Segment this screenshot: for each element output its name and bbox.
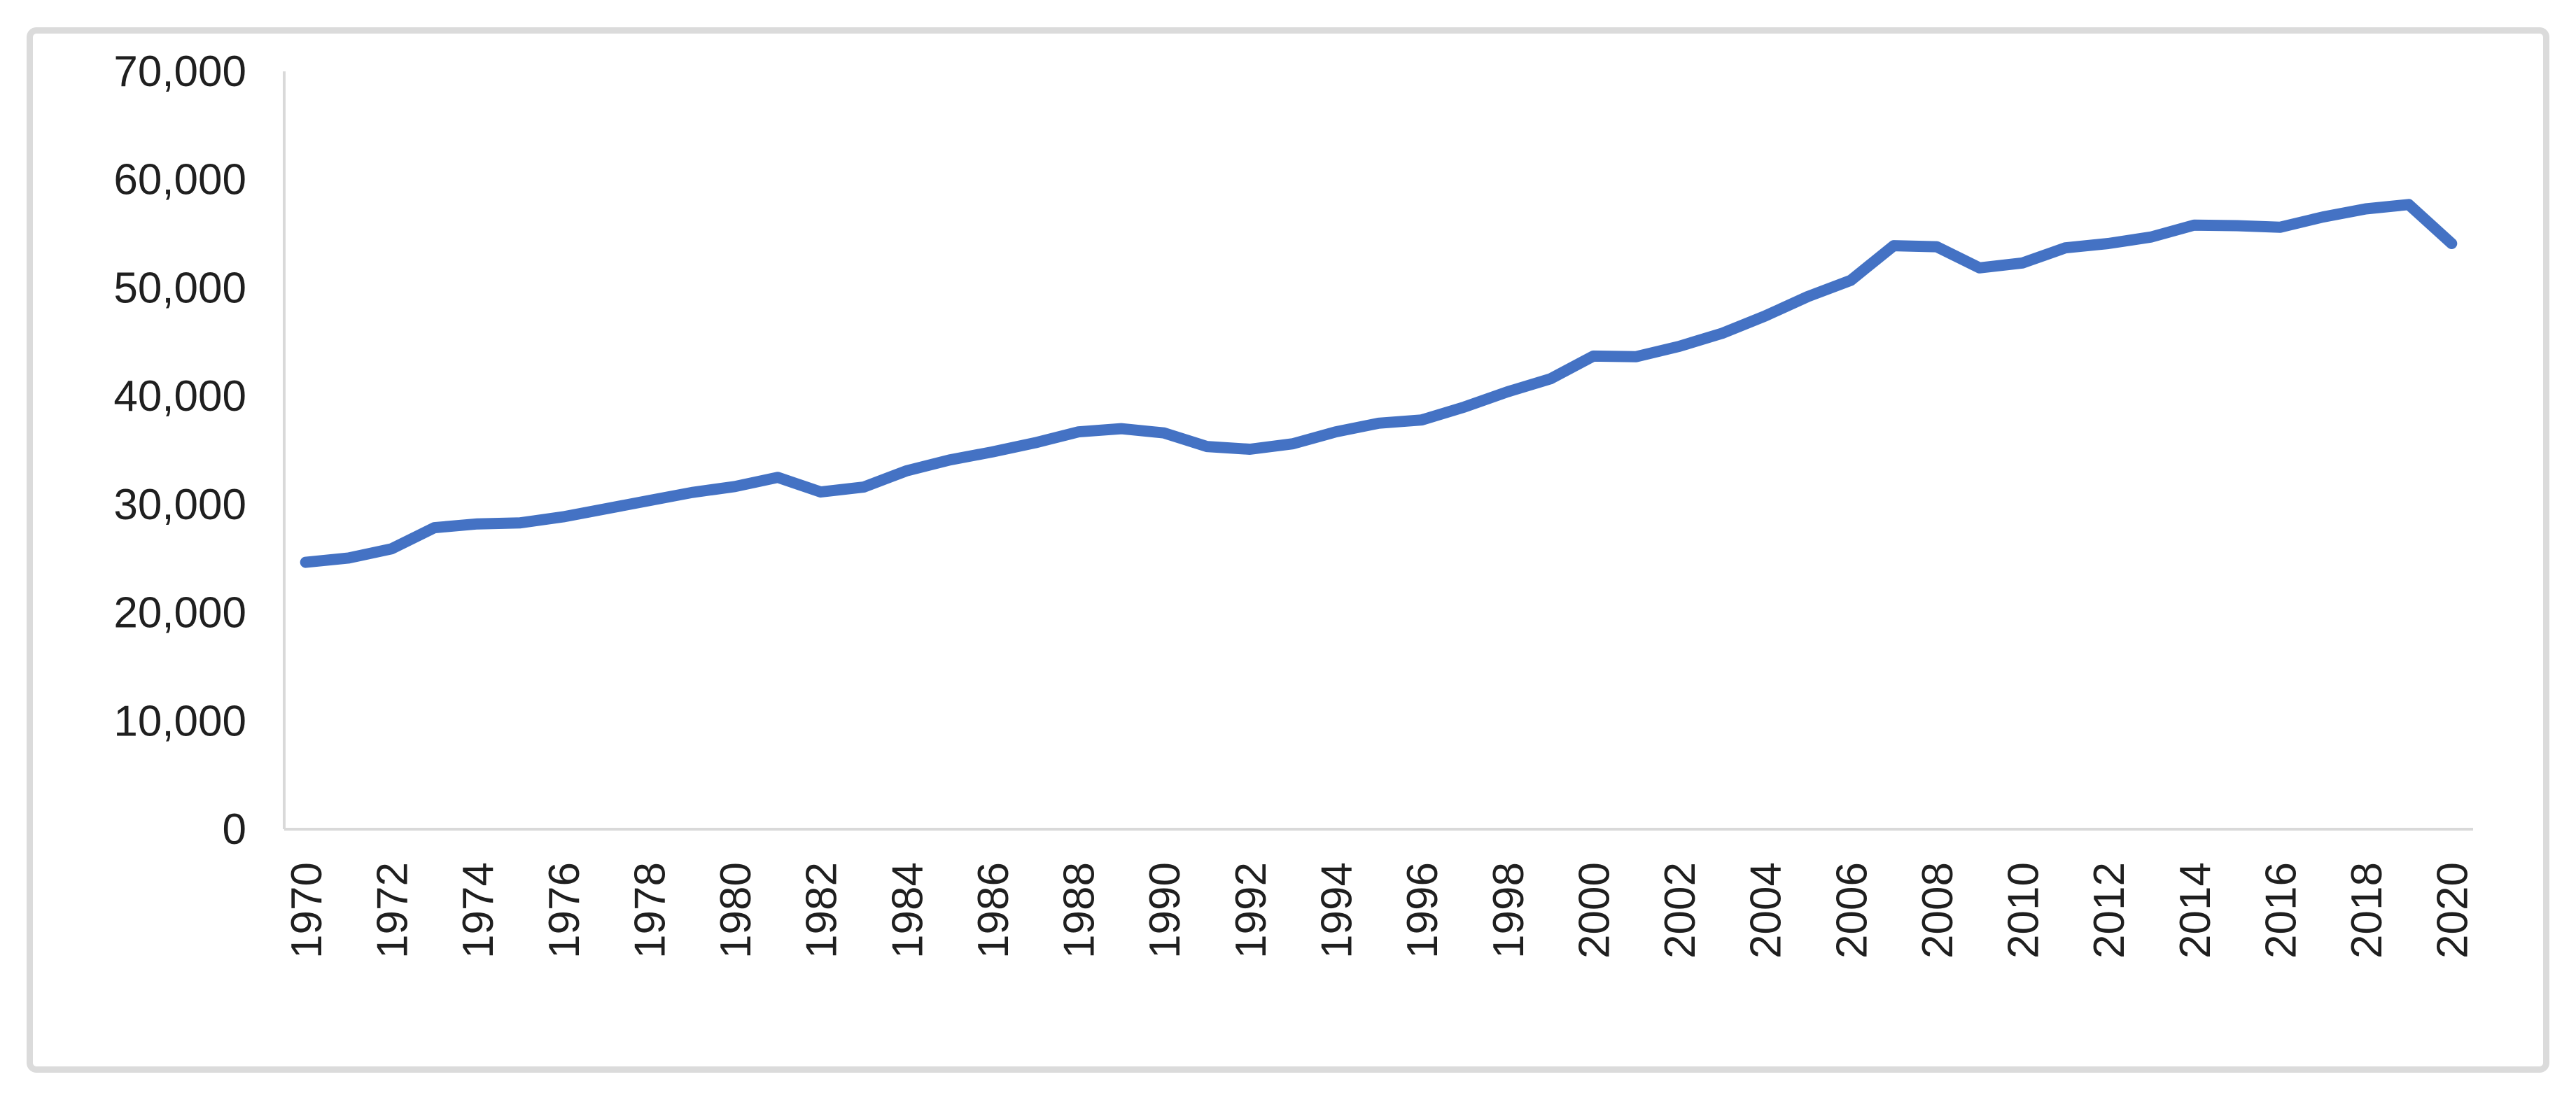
x-axis-tick-label: 1986: [969, 862, 1018, 959]
x-axis-tick-label: 1978: [626, 862, 674, 959]
y-axis-tick-label: 60,000: [113, 156, 246, 204]
x-axis-tick-label: 1980: [712, 862, 760, 959]
x-axis-tick-label: 2010: [2000, 862, 2048, 959]
x-axis-tick-label: 1972: [369, 862, 417, 959]
y-axis-tick-label: 40,000: [113, 372, 246, 421]
chart-frame: [27, 27, 2549, 1073]
y-axis-tick-label: 10,000: [113, 697, 246, 745]
x-axis-tick-label: 1974: [454, 862, 503, 959]
x-axis-tick-label: 1988: [1056, 862, 1104, 959]
x-axis-tick-label: 1982: [798, 862, 846, 959]
x-axis-tick-label: 2020: [2429, 862, 2477, 959]
x-axis-tick-label: 2002: [1656, 862, 1704, 959]
x-axis-tick-label: 2014: [2171, 862, 2220, 959]
x-axis-tick-label: 1984: [883, 862, 932, 959]
x-axis-tick-label: 1992: [1227, 862, 1275, 959]
data-series-line: [300, 199, 2458, 568]
x-axis-tick-label: 1990: [1141, 862, 1189, 959]
y-axis-tick-label: 20,000: [113, 589, 246, 637]
x-axis-tick-label: 2006: [1828, 862, 1876, 959]
x-axis-tick-label: 1970: [283, 862, 331, 959]
x-axis-tick-label: 2000: [1570, 862, 1618, 959]
x-axis-tick-label: 2018: [2343, 862, 2391, 959]
x-axis-tick-label: 1996: [1399, 862, 1447, 959]
y-axis-tick-label: 70,000: [113, 48, 246, 96]
x-axis-tick-label: 2008: [1914, 862, 1962, 959]
x-axis-tick-label: 2004: [1742, 862, 1791, 959]
x-axis-tick-label: 1994: [1313, 862, 1362, 959]
x-axis-tick-label: 2016: [2257, 862, 2305, 959]
x-axis-tick-label: 1976: [540, 862, 589, 959]
y-axis-tick-label: 0: [223, 805, 246, 854]
x-axis-tick-label: 2012: [2085, 862, 2134, 959]
y-axis-tick-label: 50,000: [113, 264, 246, 312]
x-axis-tick-label: 1998: [1485, 862, 1533, 959]
y-axis-tick-label: 30,000: [113, 481, 246, 529]
